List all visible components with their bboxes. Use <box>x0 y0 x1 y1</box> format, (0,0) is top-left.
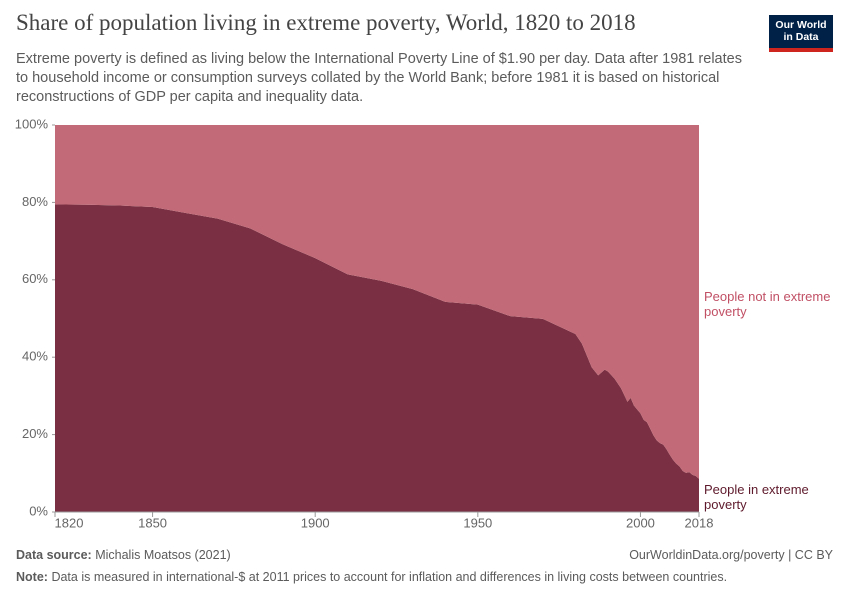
note-text: Data is measured in international-$ at 2… <box>51 570 728 584</box>
x-tick-label: 2000 <box>626 515 655 530</box>
series-label: People not in extreme poverty <box>704 289 831 319</box>
area <box>55 125 699 479</box>
series-label: People in extreme poverty <box>704 482 809 512</box>
logo-text: Our World <box>775 19 827 31</box>
x-tick-label: 1900 <box>301 515 330 530</box>
source: Data source: Michalis Moatsos (2021) <box>16 548 231 562</box>
logo[interactable]: Our World in Data <box>769 15 833 52</box>
x-tick-label: 1850 <box>138 515 167 530</box>
y-tick-label: 40% <box>22 349 48 364</box>
x-tick-label: 2018 <box>685 515 714 530</box>
x-tick-label: 1820 <box>55 515 84 530</box>
subtitle: Extreme poverty is defined as living bel… <box>16 51 742 105</box>
chart-title: Share of population living in extreme po… <box>16 10 636 35</box>
source-label: Data source: <box>16 548 92 562</box>
y-tick-label: 100% <box>15 116 49 131</box>
area <box>55 204 699 512</box>
y-tick-label: 60% <box>22 271 48 286</box>
source-text: Michalis Moatsos (2021) <box>95 548 231 562</box>
logo-text: in Data <box>783 31 819 43</box>
y-tick-label: 20% <box>22 426 48 441</box>
y-tick-label: 0% <box>29 503 48 518</box>
url[interactable]: OurWorldinData.org/poverty | CC BY <box>629 548 833 562</box>
y-tick-label: 80% <box>22 194 48 209</box>
note-label: Note: <box>16 570 48 584</box>
note: Note: Data is measured in international-… <box>16 570 727 584</box>
x-tick-label: 1950 <box>463 515 492 530</box>
